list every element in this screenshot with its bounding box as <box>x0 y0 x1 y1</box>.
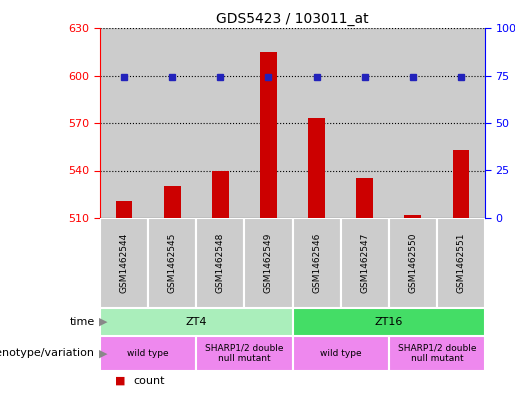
Bar <box>245 28 293 218</box>
Bar <box>100 308 293 336</box>
Text: ZT4: ZT4 <box>185 317 207 327</box>
FancyBboxPatch shape <box>100 218 485 308</box>
Bar <box>340 218 389 308</box>
Bar <box>340 28 389 218</box>
Bar <box>356 178 373 218</box>
Text: SHARP1/2 double
null mutant: SHARP1/2 double null mutant <box>398 344 476 363</box>
Bar <box>116 200 132 218</box>
Bar <box>196 28 245 218</box>
Text: GSM1462546: GSM1462546 <box>312 233 321 293</box>
Text: wild type: wild type <box>320 349 362 358</box>
Text: GSM1462549: GSM1462549 <box>264 233 273 293</box>
Text: GSM1462551: GSM1462551 <box>456 233 466 293</box>
Bar <box>100 28 148 218</box>
Text: genotype/variation: genotype/variation <box>0 349 95 358</box>
Bar <box>453 150 469 218</box>
Bar <box>164 186 181 218</box>
Bar <box>100 218 148 308</box>
Text: ■: ■ <box>115 376 126 386</box>
Text: ▶: ▶ <box>99 349 108 358</box>
Bar <box>437 218 485 308</box>
Text: GSM1462545: GSM1462545 <box>168 233 177 293</box>
Text: GSM1462550: GSM1462550 <box>408 233 417 293</box>
Bar <box>196 218 245 308</box>
Bar <box>404 215 421 218</box>
Bar <box>293 28 340 218</box>
Bar <box>389 28 437 218</box>
Bar <box>148 28 196 218</box>
Title: GDS5423 / 103011_at: GDS5423 / 103011_at <box>216 11 369 26</box>
Bar <box>389 336 485 371</box>
Bar <box>100 336 196 371</box>
Bar <box>308 118 325 218</box>
Bar <box>293 336 389 371</box>
Text: SHARP1/2 double
null mutant: SHARP1/2 double null mutant <box>205 344 284 363</box>
Text: ZT16: ZT16 <box>374 317 403 327</box>
Bar <box>293 308 485 336</box>
Bar <box>245 218 293 308</box>
Text: GSM1462547: GSM1462547 <box>360 233 369 293</box>
Text: GSM1462548: GSM1462548 <box>216 233 225 293</box>
Text: time: time <box>70 317 95 327</box>
Bar <box>212 171 229 218</box>
Text: ▶: ▶ <box>99 317 108 327</box>
Text: wild type: wild type <box>127 349 169 358</box>
Text: count: count <box>133 376 165 386</box>
Bar <box>260 52 277 218</box>
Bar <box>293 218 340 308</box>
Text: GSM1462544: GSM1462544 <box>119 233 129 293</box>
Bar <box>196 336 293 371</box>
Bar <box>148 218 196 308</box>
Bar <box>389 218 437 308</box>
Bar <box>437 28 485 218</box>
